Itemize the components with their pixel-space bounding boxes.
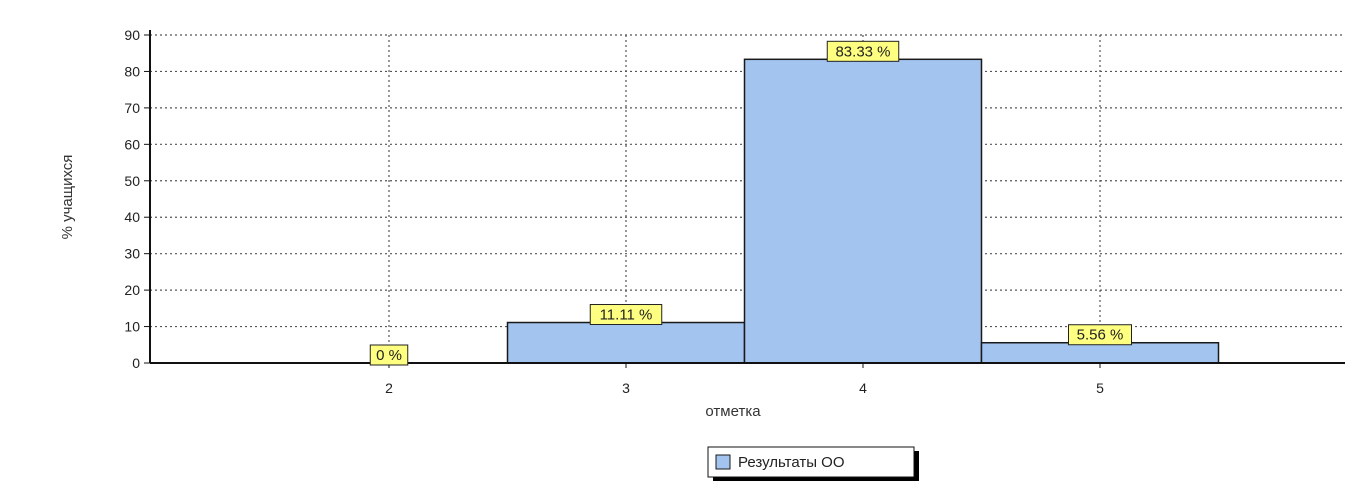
y-tick-label: 0 xyxy=(132,355,140,371)
axes xyxy=(144,30,1345,368)
x-tick-labels: 2 3 4 5 xyxy=(385,380,1104,396)
y-tick-label: 30 xyxy=(124,246,140,262)
y-tick-label: 90 xyxy=(124,27,140,43)
data-label-4: 83.33 % xyxy=(835,43,890,60)
data-label-box xyxy=(589,304,663,326)
bar-5 xyxy=(980,341,1220,364)
data-label-3: 11.11 % xyxy=(600,307,653,324)
data-labels: 0 % 11.11 % 83.33 % 5.56 % xyxy=(369,40,1132,366)
grid-lines xyxy=(150,34,1345,363)
y-tick-label: 60 xyxy=(124,136,140,152)
y-tick-label: 50 xyxy=(124,173,140,189)
y-tick-labels: 0 10 20 30 40 50 60 70 80 90 xyxy=(124,27,140,371)
legend-entry-label: Результаты ОО xyxy=(738,454,845,471)
bar-3 xyxy=(506,321,746,364)
legend-box xyxy=(707,446,915,478)
y-axis-title: % учащихся xyxy=(59,155,76,240)
y-tick-label: 10 xyxy=(124,319,140,335)
y-tick-label: 40 xyxy=(124,209,140,225)
data-label-2: 0 % xyxy=(376,347,402,364)
data-label-5: 5.56 % xyxy=(1077,327,1124,344)
x-tick-label: 4 xyxy=(859,380,867,396)
x-tick-label: 5 xyxy=(1096,380,1104,396)
y-tick-label: 80 xyxy=(124,63,140,79)
x-tick-label: 3 xyxy=(622,380,630,396)
legend-swatch xyxy=(715,454,731,470)
data-label-box xyxy=(826,40,900,62)
legend: Результаты ОО xyxy=(707,446,919,481)
y-tick-label: 20 xyxy=(124,282,140,298)
bar-4 xyxy=(743,58,983,364)
y-tick-label: 70 xyxy=(124,100,140,116)
data-label-box xyxy=(1068,324,1132,346)
x-axis-title: отметка xyxy=(705,403,761,420)
data-label-box xyxy=(369,344,409,366)
x-tick-label: 2 xyxy=(385,380,393,396)
